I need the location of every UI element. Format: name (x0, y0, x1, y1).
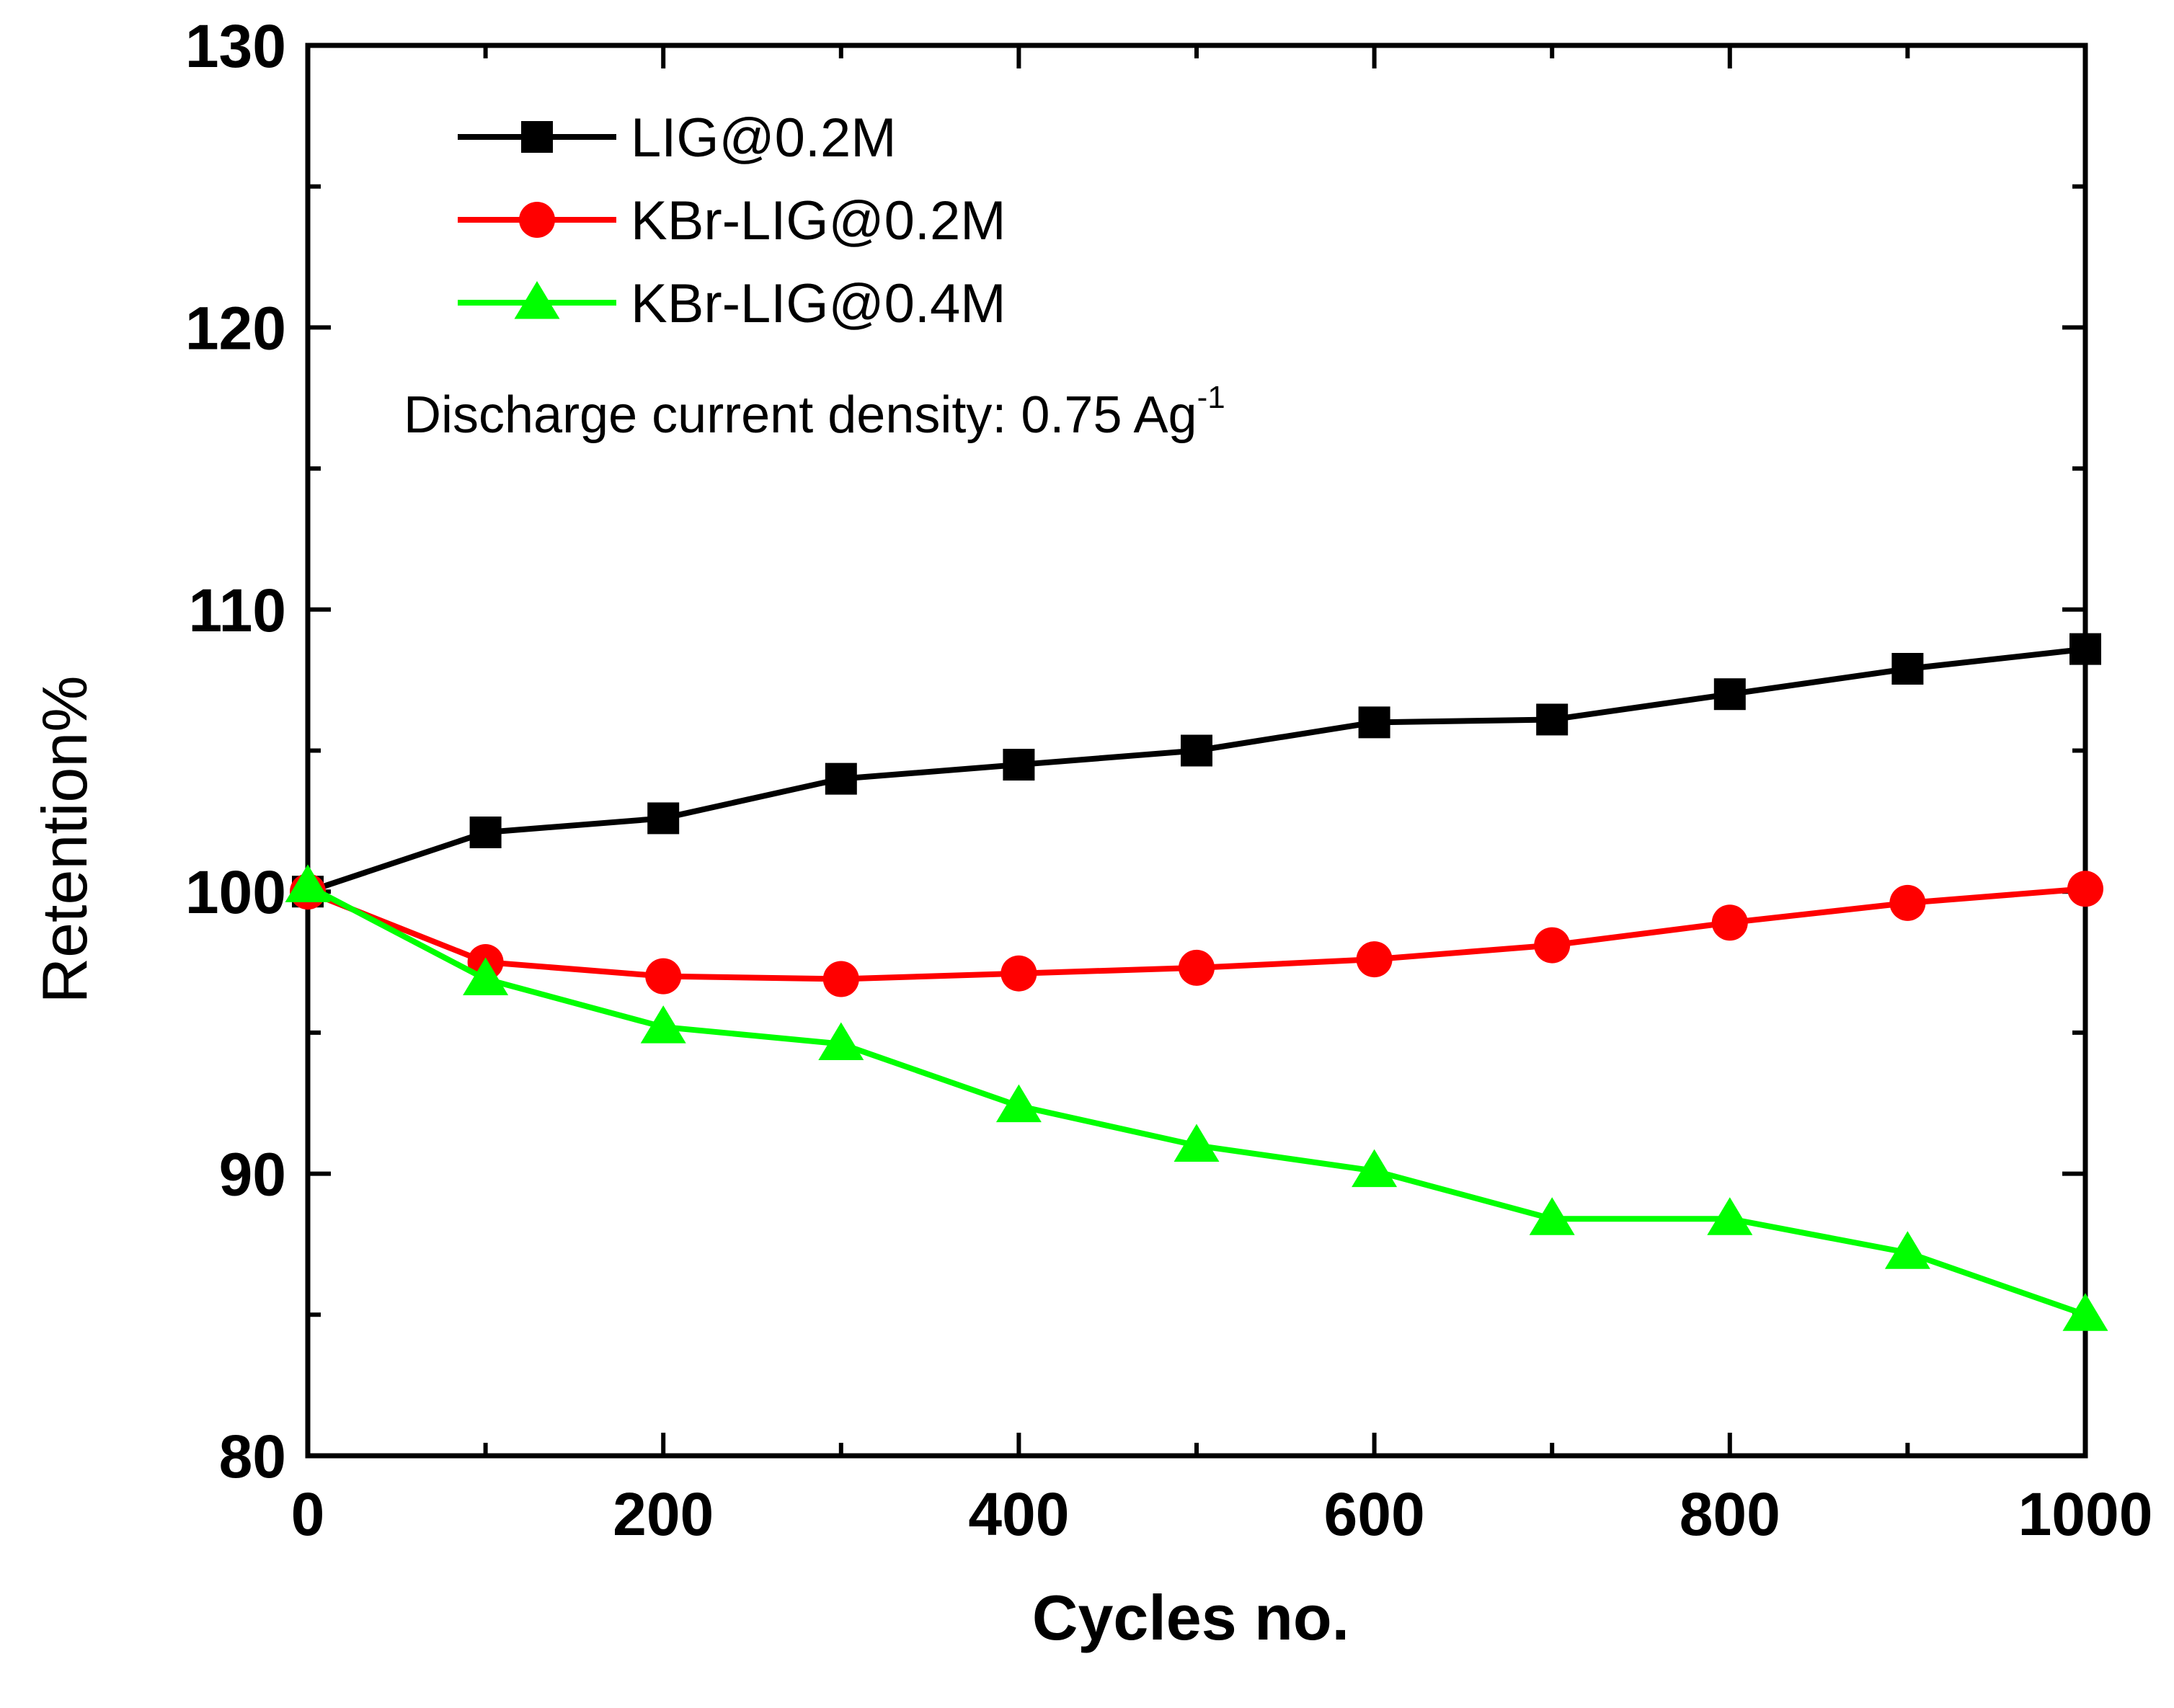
data-point-kbr-lig-0-4m (2062, 1293, 2108, 1331)
annotation-main: Discharge current density: 0.75 Ag (404, 386, 1197, 444)
data-point-lig-0-2m (2069, 633, 2101, 665)
y-tick-label: 90 (219, 1141, 286, 1209)
data-point-kbr-lig-0-4m (463, 957, 509, 996)
data-point-lig-0-2m (647, 802, 680, 835)
data-point-lig-0-2m (1358, 706, 1390, 739)
legend-marker-kbr-lig-0-2m (519, 202, 555, 238)
data-point-kbr-lig-0-4m (818, 1022, 864, 1061)
legend-label-kbr-lig-0-4m: KBr-LIG@0.4M (631, 273, 1006, 334)
y-tick-label: 80 (219, 1423, 286, 1490)
data-point-kbr-lig-0-4m (285, 864, 331, 902)
data-point-lig-0-2m (825, 762, 857, 795)
x-tick-label: 0 (291, 1480, 325, 1548)
data-point-kbr-lig-0-2m (1534, 927, 1571, 964)
data-point-kbr-lig-0-4m (1529, 1197, 1575, 1235)
data-point-kbr-lig-0-2m (1179, 949, 1215, 986)
data-point-kbr-lig-0-4m (640, 1005, 686, 1044)
y-axis-title: Retention% (29, 676, 100, 1004)
data-point-kbr-lig-0-2m (2067, 871, 2103, 907)
data-point-kbr-lig-0-4m (1884, 1231, 1930, 1269)
data-point-kbr-lig-0-2m (1889, 884, 1926, 921)
plot-area: 80 90 100 110 120 130 0 200 400 600 800 1000 LIG@0.2… (185, 12, 2153, 1548)
x-tick-label: 200 (613, 1480, 714, 1548)
data-point-kbr-lig-0-2m (645, 958, 682, 995)
data-point-lig-0-2m (469, 817, 502, 849)
y-tick-label: 110 (188, 577, 286, 644)
data-point-lig-0-2m (1181, 734, 1212, 767)
annotation-superscript: -1 (1197, 380, 1225, 415)
series-line-lig-0-2m (306, 646, 2086, 894)
data-point-kbr-lig-0-2m (822, 961, 859, 997)
data-point-kbr-lig-0-4m (1707, 1197, 1753, 1235)
data-point-lig-0-2m (1003, 749, 1035, 781)
data-point-kbr-lig-0-4m (995, 1084, 1042, 1123)
data-point-lig-0-2m (1891, 652, 1924, 685)
legend-label-kbr-lig-0-2m: KBr-LIG@0.2M (631, 190, 1006, 252)
data-point-kbr-lig-0-4m (1352, 1149, 1398, 1188)
y-tick-label: 130 (185, 12, 286, 80)
y-tick-label: 120 (185, 294, 286, 362)
data-point-kbr-lig-0-2m (1711, 904, 1748, 941)
data-point-lig-0-2m (1536, 703, 1569, 736)
x-tick-label: 400 (968, 1480, 1069, 1548)
x-tick-label: 1000 (2018, 1480, 2153, 1548)
x-tick-label: 800 (1680, 1480, 1780, 1548)
data-point-lig-0-2m (1713, 678, 1746, 711)
x-axis-title: Cycles no. (1032, 1582, 1349, 1653)
legend-marker-kbr-lig-0-4m (514, 281, 560, 319)
data-point-kbr-lig-0-2m (1356, 941, 1393, 978)
data-point-kbr-lig-0-4m (1173, 1124, 1220, 1162)
x-tick-label: 600 (1324, 1480, 1425, 1548)
legend-marker-lig-0-2m (521, 121, 553, 153)
legend-label-lig-0-2m: LIG@0.2M (631, 107, 897, 169)
annotation-text: Discharge current density: 0.75 Ag-1 (404, 380, 1225, 444)
data-point-kbr-lig-0-2m (1001, 955, 1037, 992)
y-tick-label: 100 (185, 858, 286, 926)
